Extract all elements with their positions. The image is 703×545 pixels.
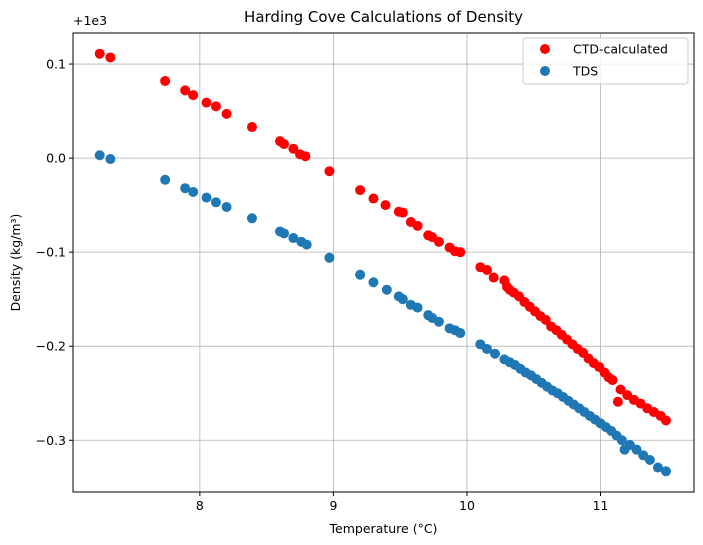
- tds-point: [381, 284, 392, 295]
- chart-title: Harding Cove Calculations of Density: [244, 8, 523, 26]
- legend-box: [522, 37, 689, 85]
- plot-area-frame: [72, 32, 695, 493]
- y-tick-label: −0.1: [36, 245, 66, 260]
- tds-point: [324, 252, 335, 263]
- ctd-calculated-point: [607, 375, 618, 386]
- tds-point: [288, 233, 299, 244]
- tds-point: [644, 455, 655, 466]
- tds-point: [433, 316, 444, 327]
- ctd-calculated-point: [160, 75, 171, 86]
- legend-label-ctd-calculated: CTD-calculated: [573, 42, 668, 57]
- legend-marker-tds: [540, 66, 550, 76]
- ctd-calculated-point: [188, 90, 199, 101]
- ctd-calculated-point: [288, 143, 299, 154]
- ctd-calculated-point: [246, 122, 257, 133]
- x-axis-title: Temperature (°C): [329, 521, 438, 536]
- ctd-calculated-point: [455, 247, 466, 258]
- ctd-calculated-point: [201, 97, 212, 108]
- tds-point: [616, 435, 627, 446]
- ctd-calculated-point: [482, 265, 492, 276]
- y-axis-title: Density (kg/m³): [8, 214, 23, 312]
- tds-point: [455, 328, 466, 339]
- tds-point: [160, 174, 171, 185]
- ctd-calculated-point: [210, 101, 221, 112]
- tds-point: [652, 462, 663, 473]
- ctd-calculated-point: [488, 272, 499, 283]
- x-tick-label: 11: [593, 498, 609, 513]
- tds-point: [412, 302, 423, 313]
- ctd-calculated-point: [94, 48, 105, 59]
- tds-point: [490, 348, 501, 359]
- tds-point: [279, 228, 290, 239]
- tds-point: [180, 183, 191, 194]
- x-tick-label: 10: [459, 498, 475, 513]
- tds-point: [221, 202, 232, 213]
- y-tick-label: 0.1: [46, 57, 66, 72]
- ctd-calculated-point: [660, 415, 671, 426]
- ctd-calculated-point: [300, 151, 311, 162]
- ctd-calculated-point: [397, 207, 408, 218]
- ctd-calculated-point: [368, 193, 379, 204]
- ctd-calculated-point: [380, 200, 391, 211]
- x-axis-ticks: 8 9 10 11: [196, 492, 609, 513]
- y-tick-label: 0.0: [46, 151, 66, 166]
- ctd-calculated-point: [355, 185, 366, 196]
- ctd-calculated-point: [433, 236, 444, 247]
- y-tick-label: −0.2: [36, 339, 66, 354]
- legend-label-tds: TDS: [572, 64, 598, 79]
- tds-point: [482, 344, 492, 355]
- legend-marker-ctd-calculated: [540, 44, 550, 54]
- tds-point: [660, 466, 671, 477]
- tds-point: [397, 294, 408, 305]
- tds-point: [301, 239, 312, 250]
- legend: CTD-calculated TDS: [522, 37, 689, 85]
- y-axis-offset-label: +1e3: [73, 13, 107, 28]
- tds-point: [368, 277, 379, 288]
- tds-point: [210, 197, 221, 208]
- x-tick-label: 9: [329, 498, 337, 513]
- data-points: [94, 48, 671, 477]
- ctd-calculated-point: [180, 85, 191, 96]
- ctd-calculated-point: [612, 396, 623, 407]
- tds-point: [355, 269, 366, 280]
- tds-point: [188, 186, 199, 197]
- ctd-calculated-point: [279, 138, 290, 149]
- ctd-calculated-point: [412, 220, 423, 231]
- y-axis-ticks: 0.1 0.0 −0.1 −0.2 −0.3: [36, 57, 73, 448]
- ctd-calculated-point: [221, 108, 232, 119]
- tds-point: [201, 192, 212, 203]
- tds-point: [94, 150, 105, 161]
- ctd-calculated-point: [615, 384, 626, 395]
- ctd-calculated-point: [105, 52, 116, 63]
- ctd-calculated-point: [324, 166, 335, 177]
- grid-lines: [73, 33, 694, 492]
- tds-point: [631, 444, 642, 455]
- y-tick-label: −0.3: [36, 433, 66, 448]
- x-tick-label: 8: [196, 498, 204, 513]
- tds-point: [246, 213, 257, 224]
- tds-point: [105, 154, 116, 165]
